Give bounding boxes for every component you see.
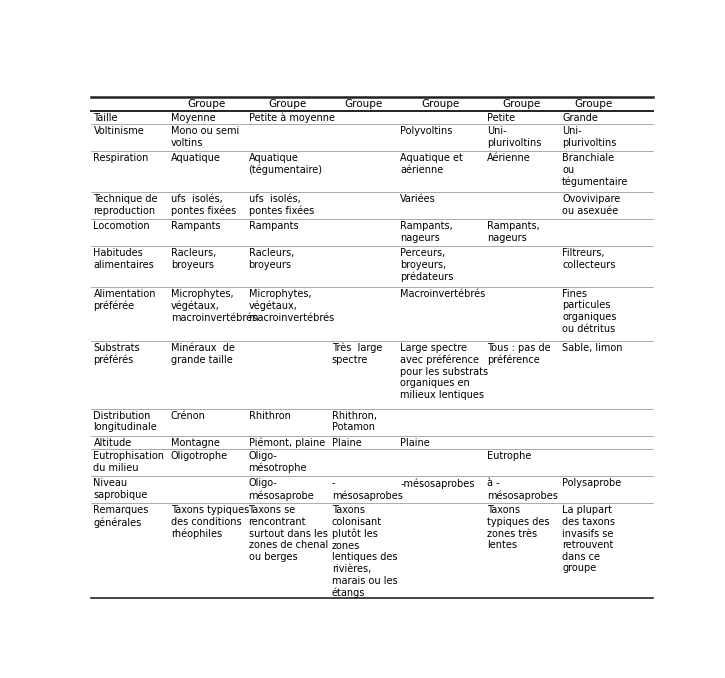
Text: Microphytes,
végétaux,
macroinvertébrés: Microphytes, végétaux, macroinvertébrés — [171, 289, 257, 323]
Text: Rampants,
nageurs: Rampants, nageurs — [400, 221, 453, 243]
Text: Racleurs,
broyeurs: Racleurs, broyeurs — [249, 248, 294, 270]
Text: Perceurs,
broyeurs,
prédateurs: Perceurs, broyeurs, prédateurs — [400, 248, 454, 282]
Text: Oligotrophe: Oligotrophe — [171, 452, 228, 461]
Text: Filtreurs,
collecteurs: Filtreurs, collecteurs — [562, 248, 616, 270]
Text: à -
mésosaprobes: à - mésosaprobes — [487, 479, 558, 500]
Text: Eutrophe: Eutrophe — [487, 452, 531, 461]
Text: Polyvoltins: Polyvoltins — [400, 126, 452, 136]
Text: Crénon: Crénon — [171, 411, 206, 420]
Text: -
mésosaprobes: - mésosaprobes — [331, 479, 402, 500]
Text: Taille: Taille — [94, 113, 118, 123]
Text: Variées: Variées — [400, 194, 436, 204]
Text: Eutrophisation
du milieu: Eutrophisation du milieu — [94, 452, 165, 473]
Text: Locomotion: Locomotion — [94, 221, 150, 231]
Text: -mésosaprobes: -mésosaprobes — [400, 479, 475, 489]
Text: Plaine: Plaine — [400, 438, 430, 447]
Text: Groupe: Groupe — [502, 99, 541, 108]
Text: Racleurs,
broyeurs: Racleurs, broyeurs — [171, 248, 216, 270]
Text: Sable, limon: Sable, limon — [562, 343, 623, 353]
Text: Oligo-
mésotrophe: Oligo- mésotrophe — [249, 452, 307, 473]
Text: Groupe: Groupe — [422, 99, 460, 108]
Text: Minéraux  de
grande taille: Minéraux de grande taille — [171, 343, 235, 365]
Text: La plupart
des taxons
invasifs se
retrouvent
dans ce
groupe: La plupart des taxons invasifs se retrou… — [562, 506, 615, 574]
Text: Technique de
reproduction: Technique de reproduction — [94, 194, 158, 216]
Text: Rhithron,
Potamon: Rhithron, Potamon — [331, 411, 377, 433]
Text: Distribution
longitudinale: Distribution longitudinale — [94, 411, 157, 433]
Text: Altitude: Altitude — [94, 438, 132, 447]
Text: Moyenne: Moyenne — [171, 113, 215, 123]
Text: Voltinisme: Voltinisme — [94, 126, 144, 136]
Text: Groupe: Groupe — [344, 99, 382, 108]
Text: Taxons
colonisant
plutôt les
zones
lentiques des
rivières,
marais ou les
étangs: Taxons colonisant plutôt les zones lenti… — [331, 506, 397, 598]
Text: Ovovivipare
ou asexuée: Ovovivipare ou asexuée — [562, 194, 621, 216]
Text: Niveau
saprobique: Niveau saprobique — [94, 479, 148, 500]
Text: Substrats
préférés: Substrats préférés — [94, 343, 140, 365]
Text: Uni-
plurivoltins: Uni- plurivoltins — [487, 126, 542, 148]
Text: Large spectre
avec préférence
pour les substrats
organiques en
milieux lentiques: Large spectre avec préférence pour les s… — [400, 343, 489, 400]
Text: Très  large
spectre: Très large spectre — [331, 343, 382, 365]
Text: Mono ou semi
voltins: Mono ou semi voltins — [171, 126, 239, 148]
Text: ufs  isolés,
pontes fixées: ufs isolés, pontes fixées — [249, 194, 314, 216]
Text: ufs  isolés,
pontes fixées: ufs isolés, pontes fixées — [171, 194, 236, 216]
Text: Groupe: Groupe — [574, 99, 613, 108]
Text: Polysaprobe: Polysaprobe — [562, 479, 621, 488]
Text: Branchiale
ou
tégumentaire: Branchiale ou tégumentaire — [562, 153, 629, 187]
Text: Taxons
typiques des
zones très
lentes: Taxons typiques des zones très lentes — [487, 506, 550, 551]
Text: Taxons typiques
des conditions
rhéophiles: Taxons typiques des conditions rhéophile… — [171, 506, 249, 539]
Text: Montagne: Montagne — [171, 438, 220, 447]
Text: Plaine: Plaine — [331, 438, 362, 447]
Text: Aquatique: Aquatique — [171, 153, 221, 163]
Text: Remarques
générales: Remarques générales — [94, 506, 149, 527]
Text: Rampants: Rampants — [249, 221, 298, 231]
Text: Taxons se
rencontrant
surtout dans les
zones de chenal
ou berges: Taxons se rencontrant surtout dans les z… — [249, 506, 328, 562]
Text: Tous : pas de
préférence: Tous : pas de préférence — [487, 343, 551, 365]
Text: Rampants: Rampants — [171, 221, 220, 231]
Text: Habitudes
alimentaires: Habitudes alimentaires — [94, 248, 154, 270]
Text: Rampants,
nageurs: Rampants, nageurs — [487, 221, 540, 243]
Text: Fines
particules
organiques
ou détritus: Fines particules organiques ou détritus — [562, 289, 616, 334]
Text: Microphytes,
végétaux,
macroinvertébrés: Microphytes, végétaux, macroinvertébrés — [249, 289, 335, 323]
Text: Groupe: Groupe — [188, 99, 226, 108]
Text: Rhithron: Rhithron — [249, 411, 291, 420]
Text: Piémont, plaine: Piémont, plaine — [249, 438, 325, 448]
Text: Groupe: Groupe — [268, 99, 307, 108]
Text: Aquatique et
aérienne: Aquatique et aérienne — [400, 153, 463, 175]
Text: Oligo-
mésosaprobe: Oligo- mésosaprobe — [249, 479, 314, 500]
Text: Petite à moyenne: Petite à moyenne — [249, 113, 334, 123]
Text: Respiration: Respiration — [94, 153, 149, 163]
Text: Macroinvertébrés: Macroinvertébrés — [400, 289, 486, 299]
Text: Aérienne: Aérienne — [487, 153, 531, 163]
Text: Aquatique
(tégumentaire): Aquatique (tégumentaire) — [249, 153, 323, 176]
Text: Alimentation
préférée: Alimentation préférée — [94, 289, 156, 311]
Text: Uni-
plurivoltins: Uni- plurivoltins — [562, 126, 616, 148]
Text: Grande: Grande — [562, 113, 598, 123]
Text: Petite: Petite — [487, 113, 515, 123]
